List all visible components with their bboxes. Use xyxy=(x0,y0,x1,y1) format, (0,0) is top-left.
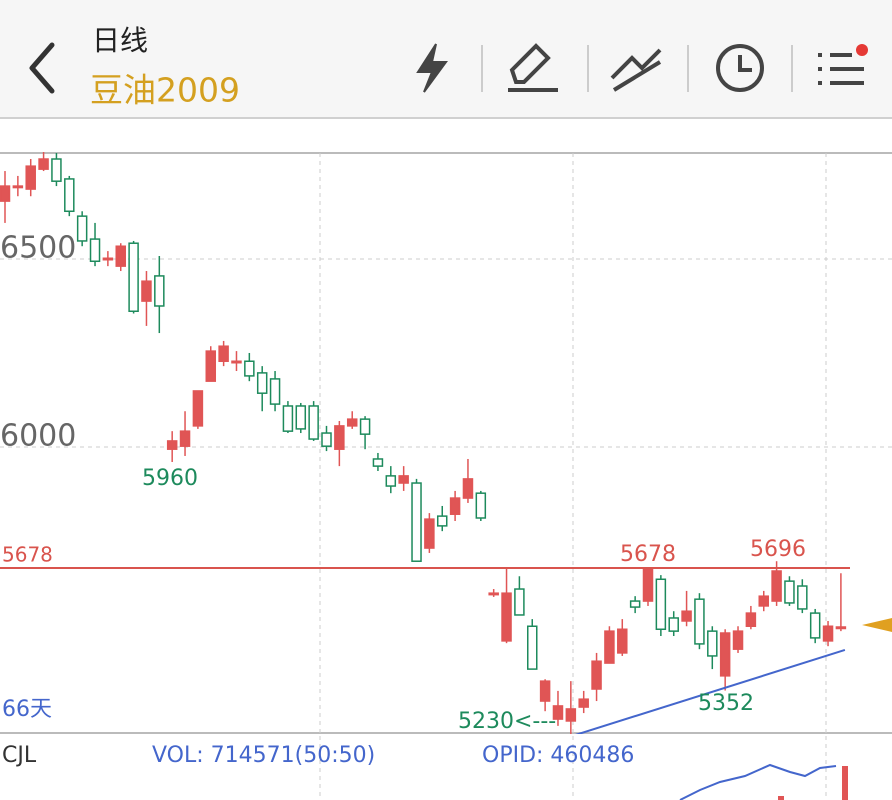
candle-body xyxy=(668,617,679,632)
level-label: 5678 xyxy=(2,542,53,566)
candle-body xyxy=(604,630,615,664)
candle-body xyxy=(359,418,371,435)
candle-body xyxy=(424,518,435,549)
candle-body xyxy=(334,425,345,450)
indicator-name: CJL xyxy=(2,743,37,768)
indicator-vol: VOL: 714571(50:50) xyxy=(152,743,375,768)
candle-body xyxy=(269,378,281,405)
candle-body xyxy=(308,405,319,440)
time-icon[interactable] xyxy=(716,44,764,92)
annotation: 5960 xyxy=(142,466,198,491)
candle-body xyxy=(809,612,821,639)
candle-body xyxy=(321,432,332,447)
back-button[interactable] xyxy=(29,42,55,94)
candle-body xyxy=(539,680,551,702)
candle-body xyxy=(462,478,474,499)
candle-body xyxy=(681,610,692,622)
candle-body xyxy=(192,390,204,427)
volume-bar xyxy=(778,796,784,800)
flash-icon[interactable] xyxy=(416,43,448,93)
indicator-icon[interactable] xyxy=(610,48,662,92)
candle-body xyxy=(89,238,101,263)
candle-body xyxy=(231,360,242,364)
candle-body xyxy=(719,632,731,677)
annotation: 5696 xyxy=(750,537,806,562)
candle-body xyxy=(385,475,397,487)
candle-body xyxy=(166,440,178,450)
candle-body xyxy=(179,430,191,447)
candle-body xyxy=(488,592,499,596)
candle-body xyxy=(655,578,667,631)
candle-body xyxy=(732,630,744,650)
page-title: 日线 xyxy=(92,24,148,57)
candle-body xyxy=(372,458,384,467)
candle-body xyxy=(115,245,126,267)
time-hand xyxy=(738,55,752,72)
candle-body xyxy=(822,625,834,642)
candle-body xyxy=(282,405,294,432)
candle-body xyxy=(629,600,641,608)
y-tick-label: 6500 xyxy=(0,231,76,266)
candle-body xyxy=(745,612,757,627)
candle-body xyxy=(0,185,11,202)
candle-body xyxy=(64,178,75,213)
candle-body xyxy=(346,418,358,427)
candle-body xyxy=(552,705,564,720)
price-pointer xyxy=(862,618,892,632)
header-bg xyxy=(0,0,892,118)
candle-body xyxy=(154,275,165,307)
candle-body xyxy=(218,345,229,362)
candle-body xyxy=(436,515,448,527)
symbol: 豆油2009 xyxy=(90,71,240,110)
candle-body xyxy=(449,497,461,515)
menu-icon[interactable] xyxy=(818,53,864,85)
toolbar xyxy=(416,43,868,93)
candle-body xyxy=(707,630,718,657)
candle-body xyxy=(38,158,49,170)
candle-body xyxy=(758,595,769,607)
candle-body xyxy=(591,660,602,690)
candle-body xyxy=(514,588,525,616)
candle-body xyxy=(25,165,36,190)
candle-body xyxy=(565,708,577,722)
candle-body xyxy=(205,350,217,382)
candle-body xyxy=(398,475,409,484)
candle-body xyxy=(12,185,24,189)
candle-body xyxy=(295,405,307,430)
candle-body xyxy=(256,372,268,394)
indicator-opid: OPID: 460486 xyxy=(482,743,634,768)
trend-line xyxy=(575,648,846,734)
candle-body xyxy=(835,626,847,630)
candle-body xyxy=(578,698,589,708)
candle-body xyxy=(501,592,512,642)
candle-body xyxy=(128,242,139,313)
opid-line xyxy=(679,763,837,800)
candle-body xyxy=(694,598,705,645)
candle-body xyxy=(411,482,422,562)
plot xyxy=(0,152,892,734)
volume-bar xyxy=(842,766,848,800)
candle-body xyxy=(527,625,538,670)
candle-body xyxy=(784,580,795,604)
candle-body xyxy=(771,570,782,602)
days-label: 66天 xyxy=(2,697,52,722)
annotation: 5230<--- xyxy=(458,709,556,734)
candle-body xyxy=(475,492,487,519)
draw-icon[interactable] xyxy=(508,43,558,92)
candle-body xyxy=(797,585,808,610)
y-tick-label: 6000 xyxy=(0,418,76,453)
candle-body xyxy=(642,568,654,602)
candle-body xyxy=(102,257,114,261)
candle-body xyxy=(141,280,152,302)
annotation: 5352 xyxy=(698,691,754,716)
candle-body xyxy=(244,360,255,377)
candle-body xyxy=(617,628,628,654)
candle-body xyxy=(51,158,62,182)
annotation: 5678 xyxy=(620,542,676,567)
notification-dot xyxy=(856,44,868,56)
candle-body xyxy=(76,215,88,242)
